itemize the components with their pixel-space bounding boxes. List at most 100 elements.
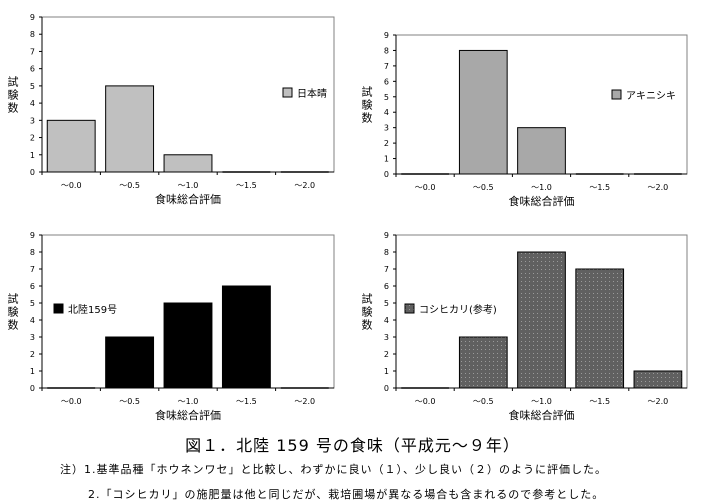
chart-3: 0 1 2 3 4 5 6 7 8 9 試験数 ～0.0 ～0.5 ～1.0 ～1.5 ～2.0 食味総合評価 北…	[8, 231, 335, 422]
x-tick-label: ～0.0	[415, 397, 436, 406]
y-tick-label: 5	[30, 299, 35, 308]
legend-label: アキニシキ	[626, 91, 676, 102]
x-tick-label: ～0.0	[61, 397, 82, 406]
y-tick-label: 2	[30, 134, 35, 143]
y-tick-label: 0	[384, 384, 389, 393]
y-tick-label: 4	[30, 99, 35, 108]
y-tick-label: 0	[30, 384, 35, 393]
y-tick-label: 9	[30, 231, 35, 240]
bar	[105, 85, 155, 173]
legend-swatch	[53, 303, 64, 314]
legend-swatch	[404, 303, 415, 314]
x-tick-label: ～1.5	[236, 397, 257, 406]
legend-label: コシヒカリ(参考)	[419, 303, 497, 316]
x-tick-label: ～1.0	[178, 181, 199, 190]
y-tick-label: 2	[30, 350, 35, 359]
y-tick-label: 7	[384, 62, 389, 71]
y-axis-label: 数	[8, 102, 19, 115]
y-tick-label: 9	[384, 31, 389, 40]
x-tick-label: ～2.0	[294, 397, 315, 406]
x-tick-label: ～1.0	[531, 397, 552, 406]
y-axis-label: 試	[362, 292, 373, 306]
y-tick-label: 8	[30, 30, 35, 39]
y-tick-label: 1	[30, 367, 35, 376]
y-tick-label: 4	[30, 316, 35, 325]
y-tick-label: 0	[384, 170, 389, 179]
x-tick-label: ～0.5	[473, 183, 494, 192]
x-tick-label: ～2.0	[648, 397, 669, 406]
x-tick-label: ～2.0	[294, 181, 315, 190]
chart-1: 0 1 2 3 4 5 6 7 8 9 試験数 ～0.0 ～0.5 ～1.0 ～1.5 ～2.0 食味総合評価 日…	[8, 13, 335, 206]
y-tick-label: 6	[384, 77, 389, 86]
y-tick-label: 7	[30, 47, 35, 56]
y-tick-label: 6	[30, 65, 35, 74]
y-axis-label: 数	[8, 319, 19, 332]
bar	[575, 268, 625, 389]
bar	[458, 336, 508, 389]
y-tick-label: 3	[384, 124, 389, 133]
y-tick-label: 7	[384, 265, 389, 274]
y-tick-label: 1	[30, 151, 35, 160]
y-tick-label: 5	[384, 299, 389, 308]
y-tick-label: 5	[384, 93, 389, 102]
x-tick-label: ～1.5	[236, 181, 257, 190]
legend-label: 北陸159号	[68, 303, 117, 316]
y-tick-label: 3	[30, 116, 35, 125]
bar	[633, 370, 683, 389]
y-tick-label: 0	[30, 168, 35, 177]
x-tick-label: ～1.0	[178, 397, 199, 406]
y-tick-label: 4	[384, 108, 389, 117]
y-tick-label: 5	[30, 82, 35, 91]
y-tick-label: 6	[30, 282, 35, 291]
y-tick-label: 8	[384, 248, 389, 257]
y-axis-label: 験	[8, 305, 19, 319]
legend-swatch	[611, 89, 622, 100]
chart-4: 0 1 2 3 4 5 6 7 8 9 試験数 ～0.0 ～0.5 ～1.0 ～1.5 ～2.0 食味総合評価 コ…	[362, 231, 688, 422]
x-tick-label: ～0.0	[415, 183, 436, 192]
y-tick-label: 8	[384, 46, 389, 55]
legend-label: 日本晴	[297, 87, 327, 100]
y-axis-label: 験	[362, 305, 373, 319]
y-tick-label: 6	[384, 282, 389, 291]
x-tick-label: ～2.0	[648, 183, 669, 192]
x-axis-label: 食味総合評価	[155, 408, 221, 422]
bar	[517, 251, 566, 389]
y-axis-label: 験	[362, 98, 373, 112]
figure-caption: 図１．北陸 159 号の食味（平成元～９年）	[185, 436, 520, 455]
note-2: 2.「コシヒカリ」の施肥量は他と同じだが、栽培圃場が異なる場合も含まれるので参考…	[88, 488, 605, 501]
y-axis-label: 試	[8, 75, 19, 89]
y-tick-label: 2	[384, 350, 389, 359]
y-tick-label: 3	[384, 333, 389, 342]
y-tick-label: 8	[30, 248, 35, 257]
y-axis-label: 験	[8, 88, 19, 102]
bar	[163, 154, 213, 173]
chart-2: 0 1 2 3 4 5 6 7 8 9 試験数 ～0.0 ～0.5 ～1.0 ～1.5 ～2.0 食味総合評価 ア…	[362, 31, 688, 208]
x-tick-label: ～0.0	[61, 181, 82, 190]
x-tick-label: ～0.5	[119, 181, 140, 190]
bar	[458, 49, 508, 175]
legend-swatch	[282, 87, 293, 98]
bar	[163, 302, 213, 389]
y-axis-label: 試	[8, 292, 19, 306]
bar	[221, 285, 271, 389]
y-tick-label: 7	[30, 265, 35, 274]
x-tick-label: ～1.5	[589, 183, 610, 192]
x-axis-label: 食味総合評価	[155, 192, 221, 206]
y-tick-label: 2	[384, 139, 389, 148]
x-axis-label: 食味総合評価	[509, 408, 575, 422]
bar	[517, 127, 566, 175]
x-tick-label: ～1.5	[589, 397, 610, 406]
y-tick-label: 9	[384, 231, 389, 240]
x-tick-label: ～0.5	[119, 397, 140, 406]
note-1: 注）1.基準品種「ホウネンワセ」と比較し、わずかに良い（１）、少し良い（２）のよ…	[60, 463, 607, 476]
y-tick-label: 3	[30, 333, 35, 342]
y-tick-label: 1	[384, 367, 389, 376]
bar	[105, 336, 155, 389]
x-tick-label: ～0.5	[473, 397, 494, 406]
y-tick-label: 9	[30, 13, 35, 22]
y-axis-label: 試	[362, 85, 373, 99]
y-tick-label: 1	[384, 155, 389, 164]
y-axis-label: 数	[362, 319, 373, 332]
bar	[46, 119, 96, 173]
